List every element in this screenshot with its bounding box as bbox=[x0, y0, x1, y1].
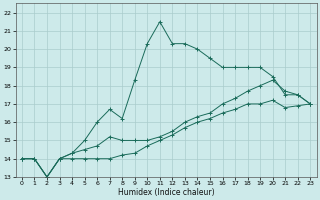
X-axis label: Humidex (Indice chaleur): Humidex (Indice chaleur) bbox=[118, 188, 214, 197]
